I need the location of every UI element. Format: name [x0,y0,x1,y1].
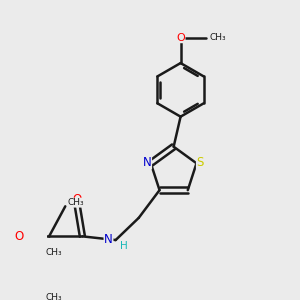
Text: O: O [72,193,82,206]
Text: CH₃: CH₃ [210,33,226,42]
Text: CH₃: CH₃ [68,198,84,207]
Text: CH₃: CH₃ [46,293,62,300]
Text: N: N [143,156,152,169]
Text: S: S [196,156,204,169]
Text: O: O [176,33,185,43]
Text: CH₃: CH₃ [46,248,62,256]
Text: H: H [120,241,128,251]
Text: N: N [104,232,113,246]
Text: O: O [14,230,24,243]
